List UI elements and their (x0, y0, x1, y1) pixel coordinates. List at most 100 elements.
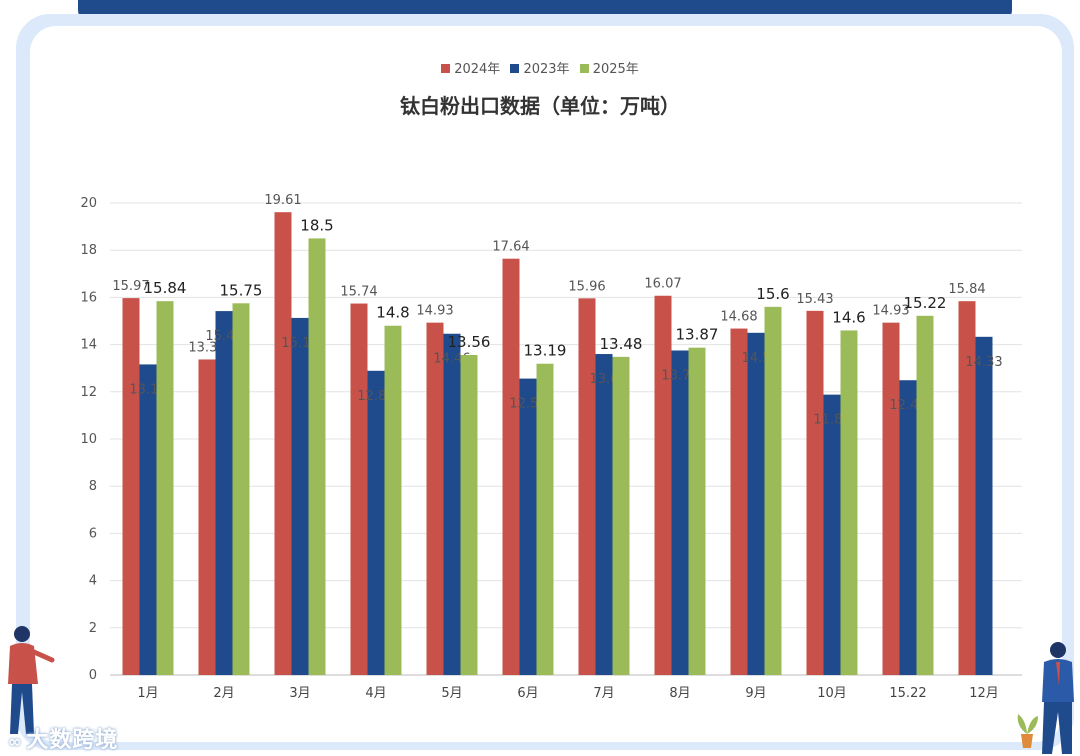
y-tick-label-8: 8 (89, 479, 97, 494)
bar-2024年-11[interactable] (882, 322, 900, 675)
data-label-2025年-9: 15.6 (756, 285, 789, 303)
legend-item-2024[interactable]: 2024年 (441, 58, 500, 77)
bar-2023年-11[interactable] (899, 380, 917, 675)
potted-plant-illustration (1017, 714, 1038, 748)
data-label-2025年-6: 13.19 (524, 342, 567, 360)
data-label-2025年-7: 13.48 (600, 335, 643, 353)
legend-label-2024: 2024年 (454, 62, 501, 77)
bar-2024年-8[interactable] (654, 295, 672, 675)
data-label-2024年-1: 15.97 (112, 279, 149, 294)
legend-item-2025[interactable]: 2025年 (579, 58, 639, 77)
bar-2025年-5[interactable] (460, 354, 478, 675)
x-tick-label-9: 9月 (745, 686, 766, 701)
bar-2025年-1[interactable] (156, 301, 174, 675)
data-label-2024年-5: 14.93 (416, 304, 453, 319)
data-label-2024年-8: 16.07 (644, 277, 681, 292)
y-tick-label-10: 10 (80, 432, 97, 447)
legend-swatch-2023 (510, 64, 520, 73)
bar-2024年-2[interactable] (198, 359, 216, 675)
data-label-2023年-9: 14.5 (742, 351, 771, 366)
bar-2023年-8[interactable] (671, 350, 689, 676)
data-label-2025年-3: 18.5 (300, 216, 333, 234)
data-label-2025年-11: 15.22 (904, 294, 947, 312)
x-tick-label-4: 4月 (365, 686, 386, 701)
bar-2024年-6[interactable] (502, 258, 520, 675)
x-tick-label-7: 7月 (593, 686, 614, 701)
x-tick-label-12: 12月 (969, 686, 999, 701)
data-label-2024年-6: 17.64 (492, 240, 529, 255)
presenter-man-illustration (1042, 642, 1074, 754)
data-label-2024年-7: 15.96 (568, 279, 605, 294)
y-tick-label-2: 2 (89, 621, 97, 636)
bar-2023年-12[interactable] (975, 336, 993, 675)
bar-2024年-5[interactable] (426, 322, 444, 675)
x-tick-label-10: 10月 (817, 686, 847, 701)
bar-2024年-12[interactable] (958, 301, 976, 675)
x-tick-label-8: 8月 (669, 686, 690, 701)
data-label-2025年-4: 14.8 (376, 304, 409, 322)
bar-2024年-3[interactable] (274, 212, 292, 676)
y-tick-label-16: 16 (80, 290, 97, 305)
bar-2024年-10[interactable] (806, 310, 824, 675)
y-tick-label-6: 6 (89, 526, 97, 541)
x-tick-label-6: 6月 (517, 686, 538, 701)
brand-logo-text: 大数跨境 (26, 728, 119, 753)
y-tick-label-14: 14 (80, 338, 97, 353)
presenter-woman-illustration (8, 626, 55, 734)
bar-2025年-6[interactable] (536, 363, 554, 675)
legend-label-2025: 2025年 (592, 62, 639, 77)
bar-2023年-1[interactable] (139, 364, 157, 675)
bar-2025年-8[interactable] (688, 347, 706, 675)
data-label-2024年-4: 15.74 (340, 285, 377, 300)
bar-2024年-4[interactable] (350, 303, 368, 675)
bar-2023年-5[interactable] (443, 333, 461, 675)
x-tick-label-3: 3月 (289, 686, 310, 701)
data-label-2025年-5: 13.56 (448, 333, 491, 351)
bar-2024年-7[interactable] (578, 298, 596, 675)
link-chain-icon: ∞ (8, 732, 23, 751)
y-tick-label-12: 12 (80, 385, 97, 400)
chart-legend: 2024年 2023年 2025年 (0, 58, 1080, 77)
bar-2023年-4[interactable] (367, 370, 385, 675)
data-label-2024年-10: 15.43 (796, 292, 833, 307)
bar-2023年-7[interactable] (595, 354, 613, 675)
bar-2025年-3[interactable] (308, 238, 326, 675)
data-label-2025年-2: 15.75 (220, 281, 263, 299)
bar-2025年-10[interactable] (840, 330, 858, 675)
bar-2025年-7[interactable] (612, 356, 630, 675)
data-label-2025年-8: 13.87 (676, 326, 719, 344)
y-tick-label-20: 20 (80, 196, 97, 211)
legend-swatch-2025 (579, 64, 589, 73)
bar-2025年-9[interactable] (764, 306, 782, 675)
bar-2025年-2[interactable] (232, 303, 250, 675)
data-label-2024年-11: 14.93 (872, 304, 909, 319)
bar-2024年-1[interactable] (122, 298, 140, 675)
data-label-2025年-10: 14.6 (832, 308, 865, 326)
data-label-2025年-1: 15.84 (144, 279, 187, 297)
bar-2024年-9[interactable] (730, 328, 748, 675)
y-tick-label-4: 4 (89, 574, 97, 589)
bar-2025年-4[interactable] (384, 325, 402, 675)
x-tick-label-5: 5月 (441, 686, 462, 701)
bar-2023年-10[interactable] (823, 394, 841, 675)
data-label-2023年-12: 14.33 (965, 355, 1002, 370)
legend-swatch-2024 (441, 64, 451, 73)
brand-logo: ∞ 大数跨境 (8, 722, 118, 754)
y-tick-label-18: 18 (80, 243, 97, 258)
data-label-2024年-12: 15.84 (948, 282, 985, 297)
legend-item-2023[interactable]: 2023年 (510, 58, 570, 77)
data-label-2024年-9: 14.68 (720, 310, 757, 325)
x-tick-label-1: 1月 (137, 686, 158, 701)
chart-title: 钛白粉出口数据（单位：万吨） (400, 94, 680, 118)
bar-2023年-2[interactable] (215, 311, 233, 675)
legend-label-2023: 2023年 (523, 62, 570, 77)
bar-2023年-6[interactable] (519, 378, 537, 675)
x-tick-label-11: 15.22 (889, 686, 926, 701)
bar-2023年-3[interactable] (291, 317, 309, 675)
y-tick-label-0: 0 (89, 668, 97, 683)
bar-2025年-11[interactable] (916, 315, 934, 675)
bar-2023年-9[interactable] (747, 332, 765, 675)
x-tick-label-2: 2月 (213, 686, 234, 701)
data-label-2024年-3: 19.61 (264, 193, 301, 208)
